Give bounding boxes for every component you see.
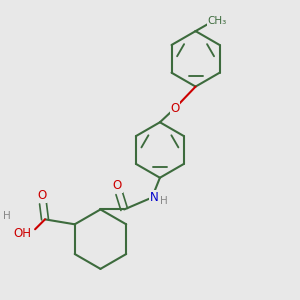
Text: O: O [113,179,122,192]
Text: N: N [150,191,158,204]
Text: CH₃: CH₃ [208,16,227,26]
Text: H: H [4,212,11,221]
Text: O: O [170,102,179,115]
Text: OH: OH [13,227,31,240]
Text: O: O [38,189,47,202]
Text: H: H [160,196,168,206]
